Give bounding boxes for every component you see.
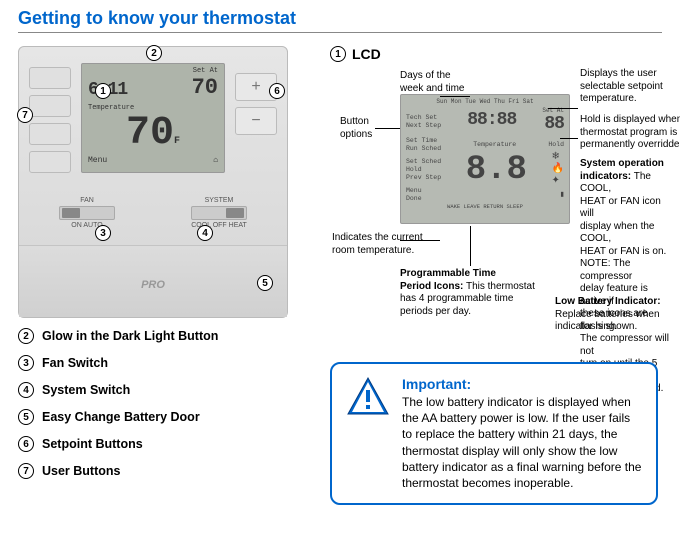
lcd-left-label: Done: [406, 195, 422, 202]
user-button-1[interactable]: [29, 67, 71, 89]
anno-periods: Programmable Time Period Icons: This the…: [400, 268, 540, 318]
anno-lowbatt: Low Battery Indicator:Replace batteries …: [555, 296, 673, 334]
legend-label: Setpoint Buttons: [42, 437, 143, 451]
lcd-left-label: Next Step: [406, 122, 441, 129]
legend-row: 5 Easy Change Battery Door: [18, 409, 218, 425]
callout-5: 5: [257, 275, 273, 291]
leader-line: [470, 226, 471, 266]
switch-row: FAN ON AUTO SYSTEM COOL OFF HEAT: [59, 197, 247, 229]
legend-row: 7 User Buttons: [18, 463, 218, 479]
title-divider: [18, 32, 662, 33]
lcd-temp-label: Temperature: [473, 141, 516, 148]
lcd-detail-figure: Sun Mon Tue Wed Thu Fri Sat Tech Set Nex…: [400, 94, 570, 224]
snowflake-icon: ❄: [552, 152, 564, 163]
lcd-left-label: Prev Step: [406, 174, 441, 181]
lcd-days: Sun Mon Tue Wed Thu Fri Sat: [406, 99, 564, 106]
lcd-title-text: LCD: [352, 46, 381, 62]
user-button-2[interactable]: [29, 95, 71, 117]
user-button-4[interactable]: [29, 151, 71, 173]
warning-icon: [346, 376, 390, 491]
anno-sysop: System operation indicators: The COOL, H…: [580, 158, 676, 396]
important-box: Important: The low battery indicator is …: [330, 362, 658, 505]
important-body: The low battery indicator is displayed w…: [402, 394, 642, 491]
fan-switch[interactable]: [59, 206, 115, 220]
lcd-left-label: Run Sched: [406, 145, 441, 152]
anno-days: Days of the week and time: [400, 70, 464, 95]
anno-button-options: Button options: [340, 116, 372, 141]
device-lcd: 6:11 Set At 70 Temperature 70F Menu ⌂: [81, 63, 225, 173]
fan-switch-block: FAN ON AUTO: [59, 197, 115, 229]
legend-label: Easy Change Battery Door: [42, 410, 200, 424]
leader-line: [440, 96, 470, 97]
lcd-periods: WAKE LEAVE RETURN SLEEP: [406, 204, 564, 210]
callout-3: 3: [95, 225, 111, 241]
legend-row: 6 Setpoint Buttons: [18, 436, 218, 452]
anno-room-temp: Indicates the current room temperature.: [332, 232, 423, 257]
battery-icon: ▮: [560, 191, 564, 198]
lcd-hold-label: Hold: [548, 141, 564, 148]
lcd-menu-label: Menu: [88, 156, 107, 165]
lcd-clock-digits: 88:88: [467, 111, 516, 131]
thermostat-device: 6:11 Set At 70 Temperature 70F Menu ⌂ + …: [18, 46, 288, 318]
system-switch-block: SYSTEM COOL OFF HEAT: [191, 197, 247, 229]
callout-1: 1: [95, 83, 111, 99]
device-logo: PRO: [141, 279, 165, 291]
fan-switch-label: FAN: [59, 197, 115, 204]
legend-label: System Switch: [42, 383, 130, 397]
lcd-left-label: Set Time: [406, 137, 441, 144]
callout-2: 2: [146, 45, 162, 61]
legend-row: 3 Fan Switch: [18, 355, 218, 371]
leader-line: [560, 138, 578, 139]
anno-hold: Hold is displayed when thermostat progra…: [580, 114, 680, 152]
lcd-room-temp: 70F: [88, 114, 218, 154]
legend-row: 4 System Switch: [18, 382, 218, 398]
legend-list: 2 Glow in the Dark Light Button 3 Fan Swit…: [18, 328, 218, 490]
lcd-setpoint-digits: 88: [542, 115, 564, 135]
legend-num: 6: [18, 436, 34, 452]
legend-label: User Buttons: [42, 464, 120, 478]
legend-label: Fan Switch: [42, 356, 108, 370]
lcd-left-label: Hold: [406, 166, 441, 173]
lcd-left-label: Tech Set: [406, 114, 441, 121]
page-title: Getting to know your thermostat: [18, 8, 296, 29]
callout-4: 4: [197, 225, 213, 241]
lcd-title-num: 1: [330, 46, 346, 62]
leader-line: [375, 128, 400, 129]
system-switch[interactable]: [191, 206, 247, 220]
lcd-left-label: Set Sched: [406, 158, 441, 165]
lcd-setat-label: Set At: [192, 68, 218, 75]
anno-setpoint: Displays the user selectable setpoint te…: [580, 68, 663, 106]
lcd-section-title: 1 LCD: [330, 46, 381, 62]
legend-num: 2: [18, 328, 34, 344]
home-icon: ⌂: [213, 156, 218, 165]
fan-icon: ✦: [552, 176, 564, 187]
lcd-left-label: Menu: [406, 187, 422, 194]
lcd-setpoint: 70: [192, 75, 218, 100]
legend-num: 4: [18, 382, 34, 398]
legend-num: 3: [18, 355, 34, 371]
lcd-room-digits: 8.8: [466, 153, 527, 187]
setpoint-down-button[interactable]: −: [235, 107, 277, 135]
legend-num: 7: [18, 463, 34, 479]
important-heading: Important:: [402, 376, 642, 392]
legend-label: Glow in the Dark Light Button: [42, 329, 218, 343]
leader-line: [400, 240, 440, 241]
callout-7: 7: [17, 107, 33, 123]
user-button-3[interactable]: [29, 123, 71, 145]
legend-num: 5: [18, 409, 34, 425]
system-switch-label: SYSTEM: [191, 197, 247, 204]
leader-line: [548, 108, 578, 109]
legend-row: 2 Glow in the Dark Light Button: [18, 328, 218, 344]
callout-6: 6: [269, 83, 285, 99]
flame-icon: 🔥: [552, 164, 564, 175]
